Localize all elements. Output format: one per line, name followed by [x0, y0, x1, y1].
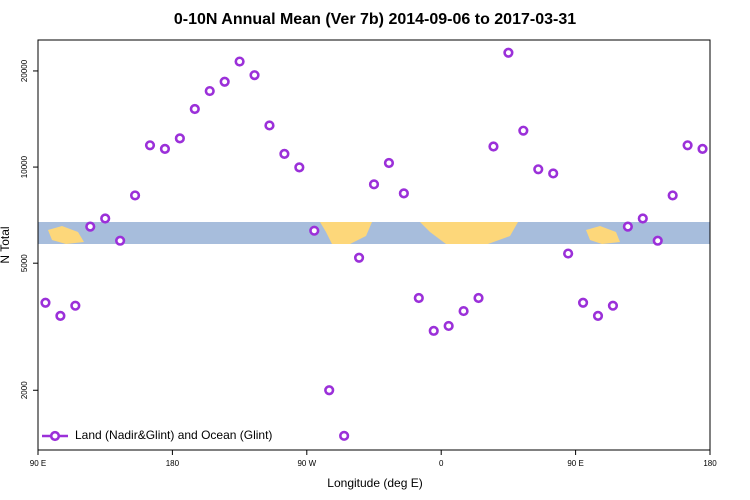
point: [443, 320, 454, 332]
plot-frame: [37, 39, 711, 451]
point: [667, 190, 678, 201]
point: [563, 248, 574, 259]
point: [383, 157, 395, 169]
point: [189, 103, 200, 115]
point: [324, 385, 335, 396]
chart-title: 0-10N Annual Mean (Ver 7b) 2014-09-06 to…: [174, 11, 576, 28]
point: [682, 140, 693, 151]
point: [368, 179, 380, 190]
x-axis-label: Longitude (deg E): [327, 476, 422, 490]
point: [249, 70, 260, 81]
y-tick-label: 2000: [20, 381, 29, 399]
point: [548, 168, 559, 179]
point: [204, 85, 215, 97]
point: [174, 133, 185, 144]
point: [115, 235, 126, 246]
point: [622, 221, 633, 232]
point: [592, 310, 604, 321]
point: [697, 143, 708, 154]
point: [264, 120, 275, 131]
point: [353, 252, 365, 263]
point: [159, 143, 171, 154]
x-tick-label: 90 W: [297, 459, 316, 468]
point: [219, 76, 230, 87]
y-tick-label: 20000: [20, 59, 29, 82]
point: [129, 190, 141, 201]
y-tick-label: 10000: [20, 155, 29, 178]
point: [234, 56, 245, 67]
point: [339, 430, 350, 441]
point: [294, 162, 305, 173]
map-strip: [38, 222, 710, 244]
x-tick-label: 0: [439, 459, 444, 468]
point: [637, 213, 648, 224]
point: [577, 297, 589, 308]
x-tick-label: 180: [166, 459, 180, 468]
point: [488, 141, 499, 152]
x-tick-label: 180: [703, 459, 717, 468]
point: [428, 325, 439, 336]
point: [70, 300, 81, 311]
point: [533, 164, 544, 175]
point: [85, 221, 96, 232]
point: [458, 305, 469, 317]
point: [398, 188, 409, 199]
legend-label: Land (Nadir&Glint) and Ocean (Glint): [75, 428, 272, 442]
point: [518, 125, 529, 136]
point: [55, 310, 66, 321]
point: [473, 292, 484, 304]
point: [652, 235, 663, 246]
point: [413, 292, 424, 304]
point: [100, 213, 111, 224]
point: [309, 225, 320, 236]
legend-marker: [49, 430, 61, 442]
point: [279, 148, 290, 159]
point: [144, 140, 156, 151]
point: [40, 297, 51, 308]
y-tick-label: 5000: [20, 254, 29, 272]
x-tick-label: 90 E: [30, 459, 46, 468]
point: [607, 300, 619, 311]
x-tick-label: 90 E: [567, 459, 583, 468]
point: [503, 47, 514, 58]
y-axis-label: N Total: [0, 226, 12, 263]
